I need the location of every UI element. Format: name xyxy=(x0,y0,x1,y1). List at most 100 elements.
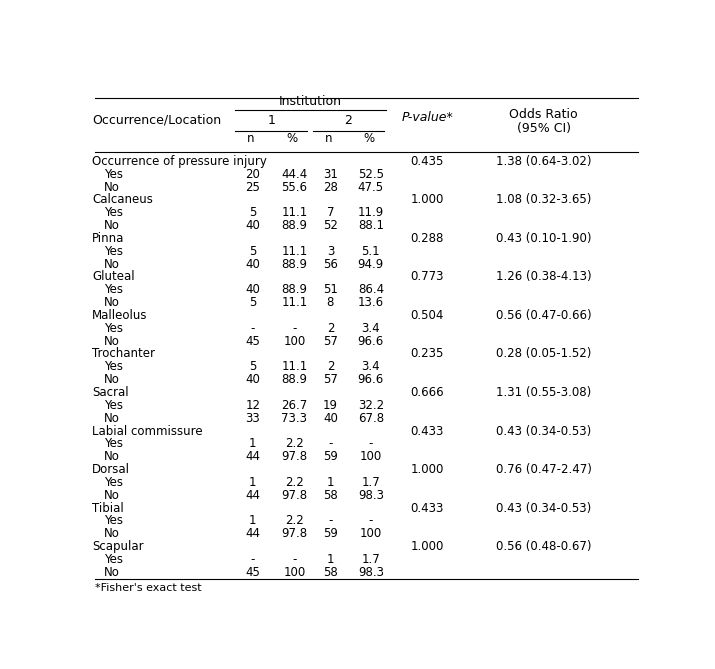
Text: 0.56 (0.47-0.66): 0.56 (0.47-0.66) xyxy=(496,309,591,322)
Text: No: No xyxy=(104,219,120,232)
Text: Odds Ratio: Odds Ratio xyxy=(510,108,578,121)
Text: 58: 58 xyxy=(323,489,337,502)
Text: 0.28 (0.05-1.52): 0.28 (0.05-1.52) xyxy=(496,347,591,361)
Text: 88.1: 88.1 xyxy=(358,219,384,232)
Text: 2: 2 xyxy=(327,361,334,373)
Text: 2.2: 2.2 xyxy=(285,438,304,450)
Text: -: - xyxy=(328,514,332,527)
Text: Yes: Yes xyxy=(104,438,123,450)
Text: 0.773: 0.773 xyxy=(410,270,444,284)
Text: -: - xyxy=(292,553,297,566)
Text: Occurrence/Location: Occurrence/Location xyxy=(92,114,221,127)
Text: Pinna: Pinna xyxy=(92,232,124,245)
Text: 44: 44 xyxy=(245,489,260,502)
Text: 47.5: 47.5 xyxy=(358,181,384,193)
Text: 100: 100 xyxy=(283,334,305,348)
Text: Yes: Yes xyxy=(104,245,123,258)
Text: 58: 58 xyxy=(323,566,337,579)
Text: 51: 51 xyxy=(323,283,338,296)
Text: 1: 1 xyxy=(249,438,257,450)
Text: 2: 2 xyxy=(327,322,334,334)
Text: 5.1: 5.1 xyxy=(362,245,380,258)
Text: 45: 45 xyxy=(245,334,260,348)
Text: Institution: Institution xyxy=(280,96,342,108)
Text: 1.000: 1.000 xyxy=(410,193,444,207)
Text: -: - xyxy=(328,438,332,450)
Text: Yes: Yes xyxy=(104,514,123,527)
Text: 12: 12 xyxy=(245,399,260,412)
Text: 32.2: 32.2 xyxy=(358,399,384,412)
Text: 0.433: 0.433 xyxy=(410,502,444,514)
Text: 1.38 (0.64-3.02): 1.38 (0.64-3.02) xyxy=(496,155,591,168)
Text: 98.3: 98.3 xyxy=(358,489,384,502)
Text: 1.7: 1.7 xyxy=(362,553,380,566)
Text: 0.235: 0.235 xyxy=(410,347,444,361)
Text: 3.4: 3.4 xyxy=(362,361,380,373)
Text: 1: 1 xyxy=(249,514,257,527)
Text: n: n xyxy=(247,132,255,145)
Text: 100: 100 xyxy=(360,450,382,463)
Text: 2.2: 2.2 xyxy=(285,514,304,527)
Text: 11.1: 11.1 xyxy=(281,361,307,373)
Text: -: - xyxy=(251,553,255,566)
Text: 1: 1 xyxy=(249,476,257,489)
Text: 0.76 (0.47-2.47): 0.76 (0.47-2.47) xyxy=(495,463,592,476)
Text: 5: 5 xyxy=(249,361,257,373)
Text: Yes: Yes xyxy=(104,553,123,566)
Text: Tibial: Tibial xyxy=(92,502,124,514)
Text: 1.000: 1.000 xyxy=(410,540,444,553)
Text: 1.31 (0.55-3.08): 1.31 (0.55-3.08) xyxy=(496,386,591,399)
Text: 40: 40 xyxy=(323,411,338,425)
Text: 55.6: 55.6 xyxy=(282,181,307,193)
Text: 1.7: 1.7 xyxy=(362,476,380,489)
Text: 28: 28 xyxy=(323,181,338,193)
Text: P-value*: P-value* xyxy=(402,111,453,124)
Text: -: - xyxy=(292,322,297,334)
Text: *Fisher's exact test: *Fisher's exact test xyxy=(95,583,202,593)
Text: 11.9: 11.9 xyxy=(358,206,384,219)
Text: 1.000: 1.000 xyxy=(410,463,444,476)
Text: 96.6: 96.6 xyxy=(358,334,384,348)
Text: 8: 8 xyxy=(327,296,334,309)
Text: Yes: Yes xyxy=(104,476,123,489)
Text: 96.6: 96.6 xyxy=(358,373,384,386)
Text: Gluteal: Gluteal xyxy=(92,270,134,284)
Text: 1: 1 xyxy=(327,476,334,489)
Text: 59: 59 xyxy=(323,450,338,463)
Text: 59: 59 xyxy=(323,527,338,541)
Text: 57: 57 xyxy=(323,373,338,386)
Text: 2.2: 2.2 xyxy=(285,476,304,489)
Text: 20: 20 xyxy=(245,168,260,181)
Text: 0.43 (0.34-0.53): 0.43 (0.34-0.53) xyxy=(496,502,591,514)
Text: No: No xyxy=(104,411,120,425)
Text: 100: 100 xyxy=(360,527,382,541)
Text: n: n xyxy=(325,132,332,145)
Text: 40: 40 xyxy=(245,219,260,232)
Text: Yes: Yes xyxy=(104,206,123,219)
Text: 11.1: 11.1 xyxy=(281,245,307,258)
Text: No: No xyxy=(104,527,120,541)
Text: Yes: Yes xyxy=(104,322,123,334)
Text: Occurrence of pressure injury: Occurrence of pressure injury xyxy=(92,155,267,168)
Text: 13.6: 13.6 xyxy=(358,296,384,309)
Text: 0.288: 0.288 xyxy=(410,232,444,245)
Text: 56: 56 xyxy=(323,258,338,271)
Text: No: No xyxy=(104,566,120,579)
Text: 19: 19 xyxy=(323,399,338,412)
Text: 11.1: 11.1 xyxy=(281,206,307,219)
Text: 5: 5 xyxy=(249,296,257,309)
Text: 3.4: 3.4 xyxy=(362,322,380,334)
Text: 100: 100 xyxy=(283,566,305,579)
Text: (95% CI): (95% CI) xyxy=(517,122,571,134)
Text: 0.43 (0.10-1.90): 0.43 (0.10-1.90) xyxy=(496,232,591,245)
Text: 26.7: 26.7 xyxy=(281,399,307,412)
Text: 44.4: 44.4 xyxy=(281,168,307,181)
Text: 97.8: 97.8 xyxy=(281,450,307,463)
Text: No: No xyxy=(104,181,120,193)
Text: Dorsal: Dorsal xyxy=(92,463,130,476)
Text: %: % xyxy=(363,132,374,145)
Text: 57: 57 xyxy=(323,334,338,348)
Text: 1.26 (0.38-4.13): 1.26 (0.38-4.13) xyxy=(496,270,591,284)
Text: 1.08 (0.32-3.65): 1.08 (0.32-3.65) xyxy=(496,193,591,207)
Text: 44: 44 xyxy=(245,450,260,463)
